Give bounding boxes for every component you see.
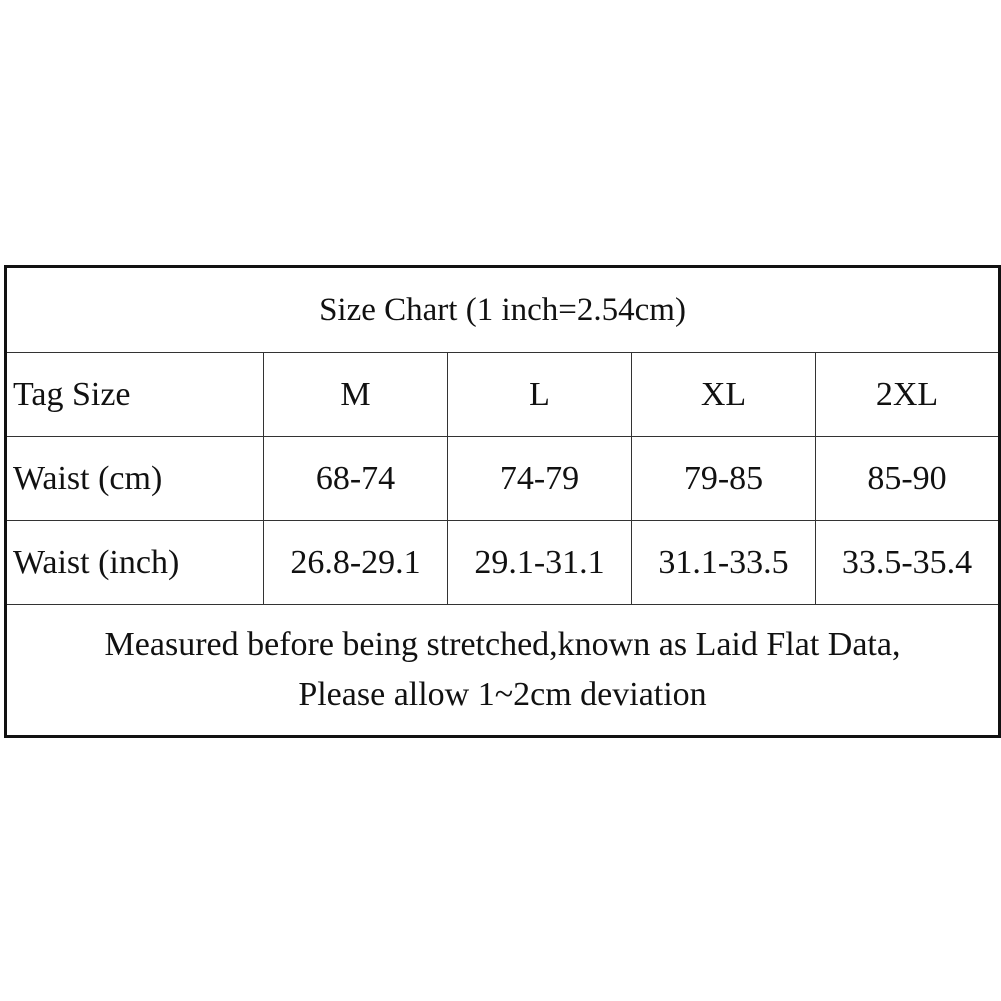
row-label: Waist (cm)	[5, 436, 264, 521]
row-label: Waist (inch)	[5, 520, 264, 605]
table-title: Size Chart (1 inch=2.54cm)	[4, 266, 1001, 353]
size-table: Size Chart (1 inch=2.54cm) Tag Size M L …	[4, 265, 1001, 738]
note-cell: Measured before being stretched,known as…	[4, 604, 1001, 737]
note-row: Measured before being stretched,known as…	[4, 604, 1001, 737]
cell: 29.1-31.1	[447, 520, 632, 605]
cell: 79-85	[631, 436, 816, 521]
header-row: Tag Size M L XL 2XL	[5, 352, 1001, 437]
header-cell: 2XL	[814, 352, 1001, 437]
data-row: Waist (inch) 26.8-29.1 29.1-31.1 31.1-33…	[5, 520, 1001, 605]
header-cell: XL	[631, 352, 816, 437]
data-row: Waist (cm) 68-74 74-79 79-85 85-90	[5, 436, 1001, 521]
cell: 68-74	[263, 436, 448, 521]
note-line: Please allow 1~2cm deviation	[298, 676, 707, 713]
cell: 33.5-35.4	[814, 520, 1001, 605]
cell: 31.1-33.5	[631, 520, 816, 605]
cell: 26.8-29.1	[263, 520, 448, 605]
header-cell: M	[263, 352, 448, 437]
header-cell: L	[447, 352, 632, 437]
cell: 74-79	[447, 436, 632, 521]
title-row: Size Chart (1 inch=2.54cm)	[4, 266, 1001, 353]
note-line: Measured before being stretched,known as…	[104, 626, 901, 663]
header-cell: Tag Size	[5, 352, 264, 437]
cell: 85-90	[814, 436, 1001, 521]
